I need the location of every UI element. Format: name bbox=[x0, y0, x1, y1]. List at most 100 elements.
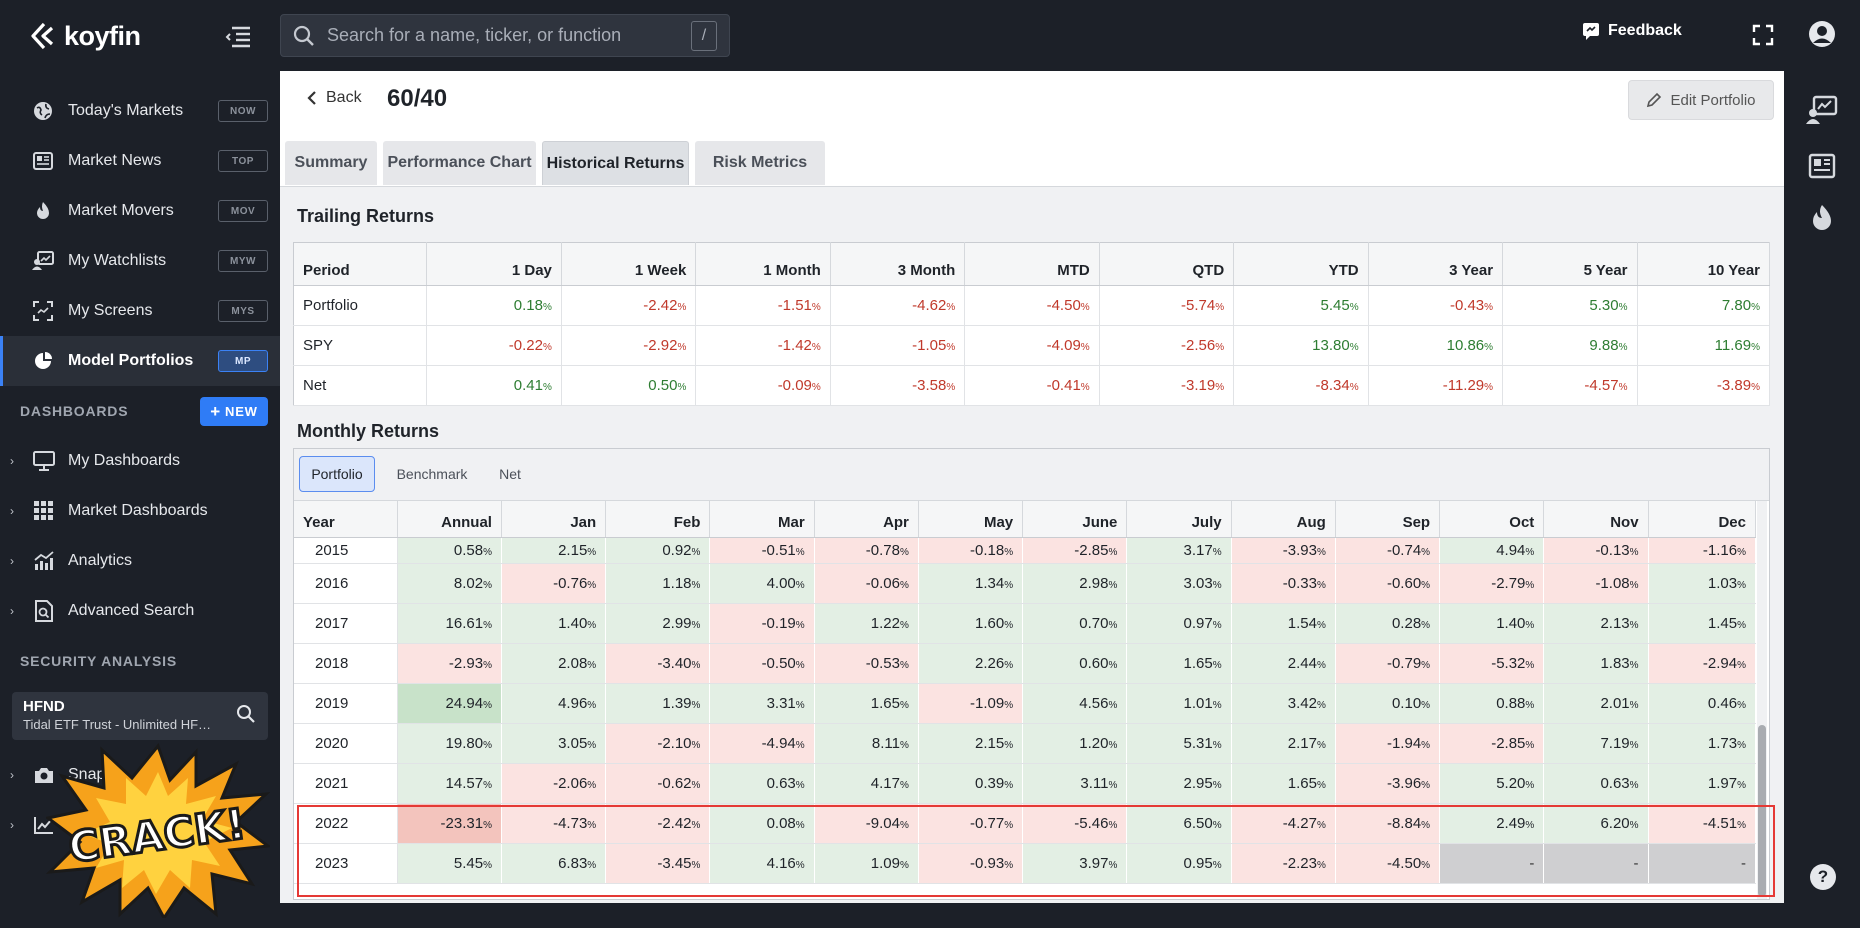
chevron-right-icon[interactable]: › bbox=[10, 818, 14, 832]
table-cell: 24.94% bbox=[397, 683, 502, 724]
table-cell: 2.99% bbox=[605, 603, 711, 644]
percent-unit: % bbox=[1421, 619, 1431, 631]
chevron-right-icon[interactable]: › bbox=[10, 604, 14, 618]
cell-value: -0.06 bbox=[865, 574, 900, 592]
percent-unit: % bbox=[1629, 579, 1639, 591]
table-cell: -1.51% bbox=[695, 285, 831, 326]
column-header: Oct bbox=[1439, 501, 1545, 538]
table-cell: 2.26% bbox=[918, 643, 1024, 684]
help-icon[interactable]: ? bbox=[1810, 864, 1836, 890]
percent-unit: % bbox=[1618, 382, 1628, 393]
search-icon bbox=[293, 25, 314, 46]
percent-unit: % bbox=[1108, 619, 1118, 631]
toggle-portfolio[interactable]: Portfolio bbox=[299, 456, 375, 492]
table-cell: 2.15% bbox=[501, 537, 607, 564]
cell-value: -0.78 bbox=[865, 541, 900, 559]
table-cell: -2.10% bbox=[605, 723, 711, 764]
percent-unit: % bbox=[1421, 779, 1431, 791]
nav-shortcut-badge: NOW bbox=[218, 100, 268, 122]
search-input[interactable] bbox=[327, 25, 691, 46]
table-cell: -0.76% bbox=[501, 563, 607, 604]
table-cell: 1.83% bbox=[1543, 643, 1649, 684]
tree-item-market-dashboards[interactable]: › Market Dashboards bbox=[0, 486, 280, 536]
nav-item-market-news[interactable]: Market News TOP bbox=[0, 136, 280, 186]
percent-unit: % bbox=[1212, 859, 1222, 871]
percent-unit: % bbox=[483, 659, 492, 671]
flame-icon bbox=[32, 200, 54, 222]
cell-value: -2.56 bbox=[1181, 337, 1216, 354]
percent-unit: % bbox=[587, 739, 597, 751]
cell-value: 0.63 bbox=[1600, 774, 1630, 792]
cell-value: 13.80 bbox=[1312, 337, 1350, 354]
table-cell: 5.31% bbox=[1126, 723, 1232, 764]
cell-value: -8.84 bbox=[1386, 814, 1422, 832]
search-bar[interactable]: / bbox=[280, 14, 730, 57]
scrollbar-thumb[interactable] bbox=[1758, 725, 1766, 897]
news-icon[interactable] bbox=[1806, 150, 1838, 182]
nav-item-my-screens[interactable]: My Screens MYS bbox=[0, 286, 280, 336]
nav-item-model-portfolios[interactable]: Model Portfolios MP bbox=[0, 336, 280, 386]
feedback-button[interactable]: Feedback bbox=[1582, 22, 1682, 40]
percent-unit: % bbox=[1108, 699, 1118, 711]
toggle-benchmark[interactable]: Benchmark bbox=[382, 456, 482, 492]
watchlist-icon[interactable] bbox=[1806, 94, 1838, 126]
fullscreen-icon[interactable] bbox=[1752, 24, 1774, 46]
chevron-right-icon[interactable]: › bbox=[10, 454, 14, 468]
koyfin-logo[interactable]: koyfin bbox=[30, 18, 141, 54]
table-cell: 2.49% bbox=[1439, 803, 1545, 844]
table-scrollbar[interactable] bbox=[1757, 501, 1767, 899]
nav-item-market-movers[interactable]: Market Movers MOV bbox=[0, 186, 280, 236]
edit-portfolio-button[interactable]: Edit Portfolio bbox=[1628, 80, 1774, 120]
tab-summary[interactable]: Summary bbox=[285, 141, 377, 185]
collapse-menu-icon[interactable] bbox=[224, 22, 254, 52]
percent-unit: % bbox=[1316, 546, 1326, 558]
dashboards-heading: DASHBOARDS + NEW bbox=[0, 386, 280, 436]
table-cell: 5.30% bbox=[1502, 285, 1638, 326]
column-header: Sep bbox=[1335, 501, 1441, 538]
toggle-net[interactable]: Net bbox=[487, 456, 533, 492]
chevron-right-icon[interactable]: › bbox=[10, 504, 14, 518]
tab-historical-returns[interactable]: Historical Returns bbox=[542, 141, 689, 185]
security-selector[interactable]: HFND Tidal ETF Trust - Unlimited HF… bbox=[12, 692, 268, 740]
flame-icon[interactable] bbox=[1806, 202, 1838, 234]
cell-value: - bbox=[1741, 854, 1746, 872]
search-icon[interactable] bbox=[236, 704, 256, 724]
table-cell: -0.13% bbox=[1543, 537, 1649, 564]
percent-unit: % bbox=[691, 579, 701, 591]
table-cell: 8.02% bbox=[397, 563, 502, 604]
tree-item-my-dashboards[interactable]: › My Dashboards bbox=[0, 436, 280, 486]
cell-value: 1.60 bbox=[975, 614, 1005, 632]
percent-unit: % bbox=[1737, 739, 1746, 751]
table-cell: -3.58% bbox=[830, 365, 966, 406]
user-avatar-icon[interactable] bbox=[1808, 20, 1836, 48]
column-header: May bbox=[918, 501, 1024, 538]
tree-item-advanced-search[interactable]: › Advanced Search bbox=[0, 586, 280, 636]
nav-item-my-watchlists[interactable]: My Watchlists MYW bbox=[0, 236, 280, 286]
percent-unit: % bbox=[1525, 819, 1535, 831]
percent-unit: % bbox=[542, 342, 552, 353]
tree-item-label: Market Dashboards bbox=[68, 502, 208, 519]
percent-unit: % bbox=[1108, 579, 1118, 591]
cell-value: 2.01 bbox=[1600, 694, 1630, 712]
percent-unit: % bbox=[1108, 659, 1118, 671]
chevron-right-icon[interactable]: › bbox=[10, 554, 14, 568]
back-button[interactable]: Back bbox=[306, 89, 362, 107]
table-cell: 4.16% bbox=[709, 843, 815, 884]
table-cell: -0.22% bbox=[426, 325, 562, 366]
security-heading-label: SECURITY ANALYSIS bbox=[20, 653, 178, 669]
tree-item-analytics[interactable]: › Analytics bbox=[0, 536, 280, 586]
table-cell: -0.43% bbox=[1368, 285, 1504, 326]
percent-unit: % bbox=[900, 859, 909, 871]
cell-value: 2.95 bbox=[1183, 774, 1213, 792]
percent-unit: % bbox=[1629, 699, 1639, 711]
cell-value: 1.03 bbox=[1707, 574, 1738, 592]
chevron-right-icon[interactable]: › bbox=[10, 768, 14, 782]
new-dashboard-button[interactable]: + NEW bbox=[200, 397, 268, 426]
tab-performance-chart[interactable]: Performance Chart bbox=[383, 141, 536, 185]
tab-risk-metrics[interactable]: Risk Metrics bbox=[695, 141, 825, 185]
table-cell: 1.54% bbox=[1231, 603, 1336, 644]
table-cell: -2.85% bbox=[1022, 537, 1128, 564]
percent-unit: % bbox=[1212, 579, 1222, 591]
table-cell: 3.97% bbox=[1022, 843, 1128, 884]
nav-item-todays-markets[interactable]: Today's Markets NOW bbox=[0, 86, 280, 136]
